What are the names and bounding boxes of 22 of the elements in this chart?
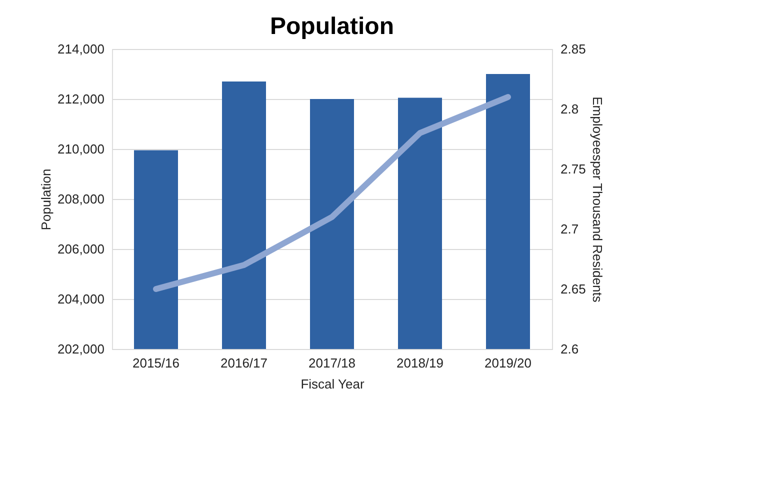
- y-tick-label: 202,000: [58, 342, 104, 356]
- y2-tick-label: 2.85: [560, 42, 586, 56]
- y-tick-label: 204,000: [58, 292, 104, 306]
- x-axis-title: Fiscal Year: [300, 376, 365, 392]
- y2-axis-title: Employeesper Thousand Residents: [590, 96, 605, 303]
- y-tick-label: 208,000: [58, 192, 104, 206]
- y2-tick-label: 2.6: [560, 342, 579, 356]
- x-tick-label: 2018/19: [396, 356, 444, 370]
- chart-title: Population: [270, 13, 394, 40]
- y-axis-title: Population: [38, 168, 54, 230]
- y-tick-label: 214,000: [58, 42, 104, 56]
- x-tick-label: 2017/18: [308, 356, 356, 370]
- x-tick-label: 2016/17: [220, 356, 268, 370]
- y-tick-label: 206,000: [58, 242, 104, 256]
- y2-tick-label: 2.8: [560, 102, 579, 116]
- x-tick-label: 2019/20: [484, 356, 532, 370]
- x-tick-label: 2015/16: [132, 356, 180, 370]
- y-tick-label: 212,000: [58, 92, 104, 106]
- y2-tick-label: 2.65: [560, 282, 586, 296]
- y2-tick-label: 2.75: [560, 162, 586, 176]
- y2-tick-label: 2.7: [560, 222, 579, 236]
- y-tick-label: 210,000: [58, 142, 104, 156]
